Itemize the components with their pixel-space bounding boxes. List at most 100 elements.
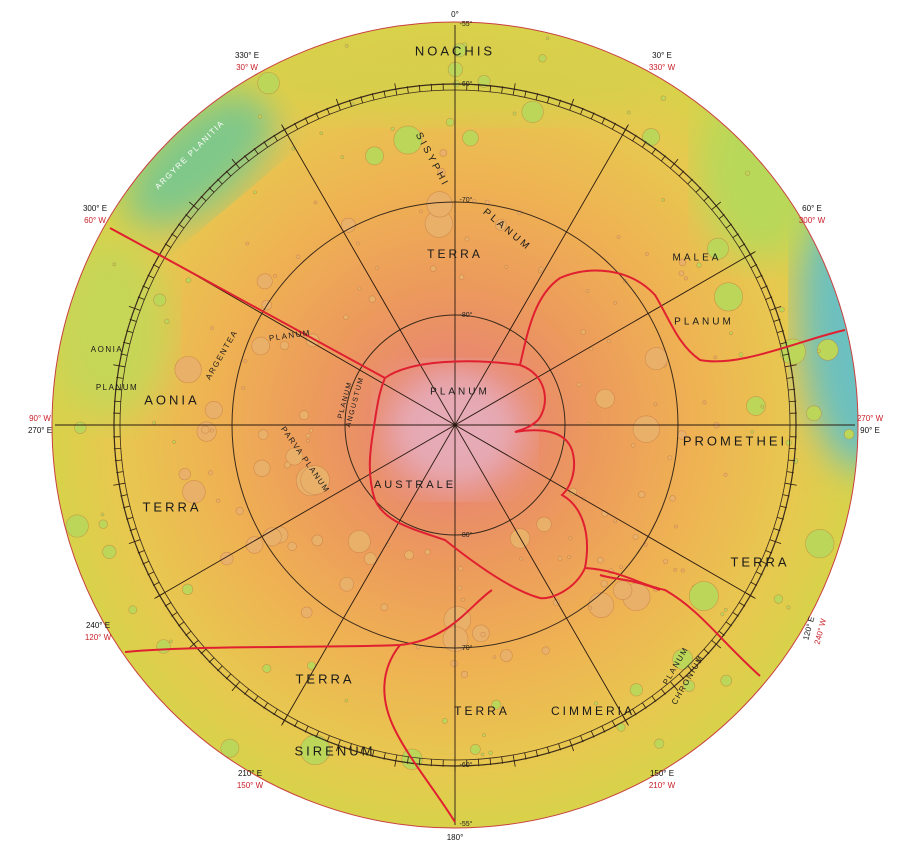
tick: [335, 739, 341, 752]
crater: [156, 639, 171, 654]
tick: [244, 688, 250, 695]
crater: [128, 605, 138, 615]
crater: [458, 274, 465, 280]
crater: [568, 536, 573, 541]
tick: [695, 657, 702, 663]
tick: [360, 746, 364, 754]
crater: [673, 568, 678, 572]
tick: [750, 581, 758, 586]
crater: [612, 580, 633, 600]
crater: [306, 438, 310, 443]
crater: [430, 265, 437, 272]
region-label: TERRA: [454, 704, 510, 718]
tick: [765, 296, 773, 300]
latitude-label: -70°: [460, 196, 473, 204]
crater: [220, 738, 240, 758]
crater: [477, 74, 491, 88]
crater: [251, 336, 270, 356]
crater: [806, 405, 822, 422]
crater: [723, 607, 728, 612]
tick: [782, 494, 790, 497]
crater: [720, 674, 733, 687]
crater: [291, 146, 296, 151]
crater: [773, 594, 784, 604]
tick: [489, 758, 492, 766]
crater: [460, 670, 469, 679]
crater: [786, 605, 791, 610]
tick: [263, 702, 269, 709]
tick: [786, 377, 794, 379]
tick: [225, 673, 232, 680]
tick: [711, 640, 722, 649]
tick: [769, 539, 782, 545]
latitude-label: -55°: [460, 820, 473, 828]
crater: [626, 110, 631, 115]
crater: [174, 356, 202, 384]
tick: [622, 124, 629, 136]
crater: [307, 661, 316, 671]
crater: [368, 295, 376, 303]
tick: [784, 482, 797, 486]
tick: [580, 107, 584, 115]
crater: [738, 352, 744, 358]
tick: [744, 251, 756, 258]
longitude-east: 300° E: [83, 204, 107, 213]
tick: [120, 353, 128, 356]
tick: [641, 141, 647, 148]
tick: [703, 648, 710, 655]
meridians: [55, 25, 855, 825]
tick: [546, 96, 550, 104]
crater: [313, 200, 318, 205]
crater: [220, 551, 234, 566]
region-label: AUSTRALE: [374, 479, 456, 491]
crater: [356, 241, 360, 246]
tick: [569, 739, 575, 752]
tick: [755, 571, 763, 576]
tick: [546, 746, 550, 754]
crater: [494, 218, 507, 231]
region-label: TERRA: [142, 499, 201, 514]
crater: [569, 487, 578, 496]
tick: [263, 141, 269, 148]
crater: [344, 44, 349, 48]
tick: [383, 752, 386, 760]
crater: [805, 529, 835, 559]
tick: [394, 83, 398, 96]
crater: [299, 410, 310, 421]
crater: [557, 556, 563, 561]
longitude-west: 150° W: [237, 781, 264, 790]
region-label: CIMMERIA: [551, 704, 635, 718]
crater: [253, 190, 257, 195]
crater: [706, 237, 729, 260]
tick: [244, 155, 250, 162]
tick: [126, 330, 134, 334]
crater: [607, 339, 611, 344]
tick: [718, 630, 725, 636]
crater: [816, 349, 821, 354]
tick: [725, 621, 732, 627]
crater: [723, 472, 728, 477]
tick: [142, 285, 150, 290]
tick: [154, 592, 166, 599]
tick: [512, 83, 516, 96]
crater: [182, 480, 206, 504]
crater: [258, 114, 263, 119]
crater: [688, 581, 719, 611]
crater: [442, 626, 469, 652]
tick: [765, 550, 773, 554]
tick: [651, 148, 657, 155]
tick: [524, 90, 527, 98]
tick: [670, 681, 679, 692]
tick: [651, 695, 657, 702]
tick: [703, 195, 710, 202]
longitude-east: 60° E: [802, 204, 822, 213]
region-label: MALEA: [673, 253, 722, 264]
longitude-west: 120° W: [85, 633, 112, 642]
crater: [273, 274, 277, 278]
region-label: NOACHIS: [415, 43, 495, 58]
tick: [660, 155, 666, 162]
crater: [519, 556, 523, 561]
tick: [407, 86, 409, 94]
crater: [843, 429, 855, 440]
